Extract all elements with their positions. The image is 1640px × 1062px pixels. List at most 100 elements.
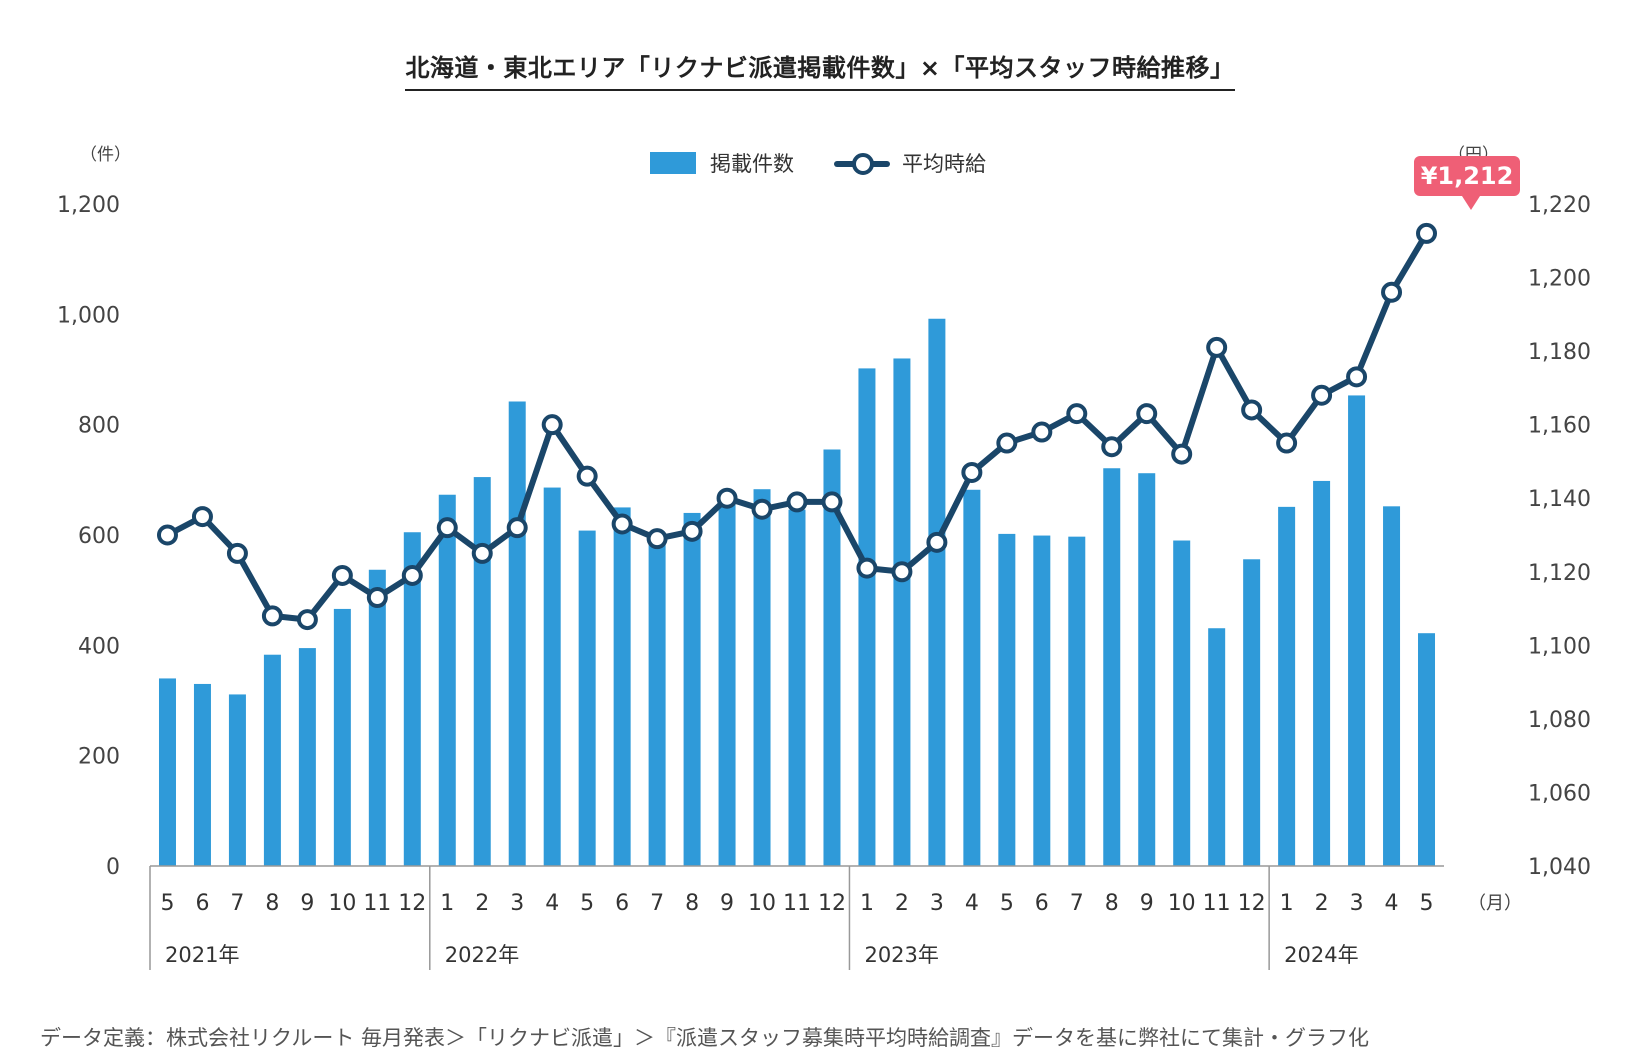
wage-point: [506, 517, 528, 539]
x-axis-month-label: 1: [1280, 891, 1294, 916]
legend-line-swatch: [834, 152, 890, 175]
bar-postings: [648, 538, 666, 866]
bar-postings: [158, 678, 176, 866]
bar-postings: [1313, 480, 1331, 866]
wage-point: [1276, 432, 1298, 454]
left-axis-tick-label: 200: [78, 745, 120, 770]
x-axis-month-label: 2: [895, 891, 909, 916]
wage-point: [366, 587, 388, 609]
wage-point: [436, 517, 458, 539]
wage-point: [786, 491, 808, 513]
wage-point: [1136, 403, 1158, 425]
wage-point: [226, 542, 248, 564]
x-axis-month-label: 8: [265, 891, 279, 916]
wage-point: [401, 564, 423, 586]
wage-point: [576, 465, 598, 487]
x-axis-month-label: 12: [1238, 891, 1266, 916]
wage-point: [1206, 336, 1228, 358]
wage-point: [261, 605, 283, 627]
bar-postings: [963, 489, 981, 866]
x-axis-month-label: 8: [1105, 891, 1119, 916]
x-axis-month-label: 10: [1168, 891, 1196, 916]
right-axis-tick-label: 1,100: [1528, 634, 1591, 659]
bar-postings: [1173, 540, 1191, 866]
legend-item-line: 平均時給: [834, 148, 986, 178]
wage-point: [1241, 399, 1263, 421]
x-axis-month-label: 11: [1203, 891, 1231, 916]
bar-postings: [508, 401, 526, 866]
bar-postings: [858, 368, 876, 866]
left-axis-tick-label: 600: [78, 524, 120, 549]
left-axis-tick-label: 400: [78, 634, 120, 659]
wage-point: [1101, 436, 1123, 458]
x-axis-month-label: 9: [1140, 891, 1154, 916]
right-axis-tick-label: 1,060: [1528, 781, 1591, 806]
legend-line-label: 平均時給: [902, 152, 986, 176]
year-label: 2023年: [864, 943, 938, 967]
x-axis-month-label: 7: [1070, 891, 1084, 916]
bar-postings: [298, 648, 316, 866]
chart-canvas: 0 200 400 600 800 1,000 1,200 1,040 1,060 1,080 1,…: [57, 193, 1591, 970]
year-label: 2024年: [1284, 943, 1358, 967]
x-axis-month-label: 6: [195, 891, 209, 916]
bar-postings: [1383, 506, 1401, 866]
x-axis-month-label: 12: [398, 891, 426, 916]
right-axis-tick-label: 1,220: [1528, 193, 1591, 218]
wage-point: [681, 520, 703, 542]
wage-point: [471, 542, 493, 564]
right-axis-tick-label: 1,160: [1528, 414, 1591, 439]
x-axis-month-label: 3: [930, 891, 944, 916]
right-axis-tick-label: 1,040: [1528, 855, 1591, 880]
left-axis-tick-label: 1,000: [57, 303, 120, 328]
wage-point: [1031, 421, 1053, 443]
right-axis-tick-label: 1,080: [1528, 708, 1591, 733]
wage-point: [611, 513, 633, 535]
chart-title: 北海道・東北エリア「リクナビ派遣掲載件数」×「平均スタッフ時給推移」: [405, 48, 1235, 91]
wage-point: [1171, 443, 1193, 465]
x-axis-month-label: 6: [1035, 891, 1049, 916]
x-axis-month-label: 1: [440, 891, 454, 916]
bar-postings: [1208, 628, 1226, 866]
x-axis-month-label: 10: [748, 891, 776, 916]
bar-postings: [1278, 506, 1296, 866]
x-axis-month-label: 7: [230, 891, 244, 916]
bar-postings: [1348, 395, 1366, 866]
right-axis-tick-label: 1,120: [1528, 561, 1591, 586]
x-axis-month-label: 9: [300, 891, 314, 916]
x-axis-month-label: 12: [818, 891, 846, 916]
bar-postings: [368, 569, 386, 866]
wage-point: [156, 524, 178, 546]
year-label: 2022年: [445, 943, 519, 967]
x-axis-month-label: 4: [1385, 891, 1399, 916]
bar-postings: [543, 487, 561, 866]
x-axis-month-label: 4: [965, 891, 979, 916]
wage-point: [856, 557, 878, 579]
bar-postings: [1243, 559, 1261, 866]
year-label: 2021年: [165, 943, 239, 967]
x-axis-month-label: 8: [685, 891, 699, 916]
x-axis-month-label: 11: [783, 891, 811, 916]
bar-postings: [333, 608, 351, 866]
wage-point: [1066, 403, 1088, 425]
right-axis-tick-label: 1,140: [1528, 487, 1591, 512]
x-axis-month-label: 1: [860, 891, 874, 916]
legend: 掲載件数 平均時給: [650, 148, 1026, 178]
chart-title-wrap: 北海道・東北エリア「リクナビ派遣掲載件数」×「平均スタッフ時給推移」: [0, 48, 1640, 91]
wage-point: [646, 528, 668, 550]
x-axis-month-label: 5: [1000, 891, 1014, 916]
x-axis-month-label: 5: [160, 891, 174, 916]
bar-postings: [263, 654, 281, 866]
right-axis-tick-label: 1,180: [1528, 340, 1591, 365]
wage-point: [296, 609, 318, 631]
left-axis-tick-label: 1,200: [57, 193, 120, 218]
bar-postings: [193, 683, 211, 866]
left-axis-tick-label: 0: [106, 855, 120, 880]
x-axis-month-label: 3: [510, 891, 524, 916]
bar-postings: [718, 503, 736, 866]
x-axis-month-label: 10: [328, 891, 356, 916]
wage-point: [891, 561, 913, 583]
bar-postings: [893, 358, 911, 866]
wage-point: [961, 461, 983, 483]
bar-postings: [1418, 633, 1436, 866]
bar-postings: [1138, 473, 1156, 866]
